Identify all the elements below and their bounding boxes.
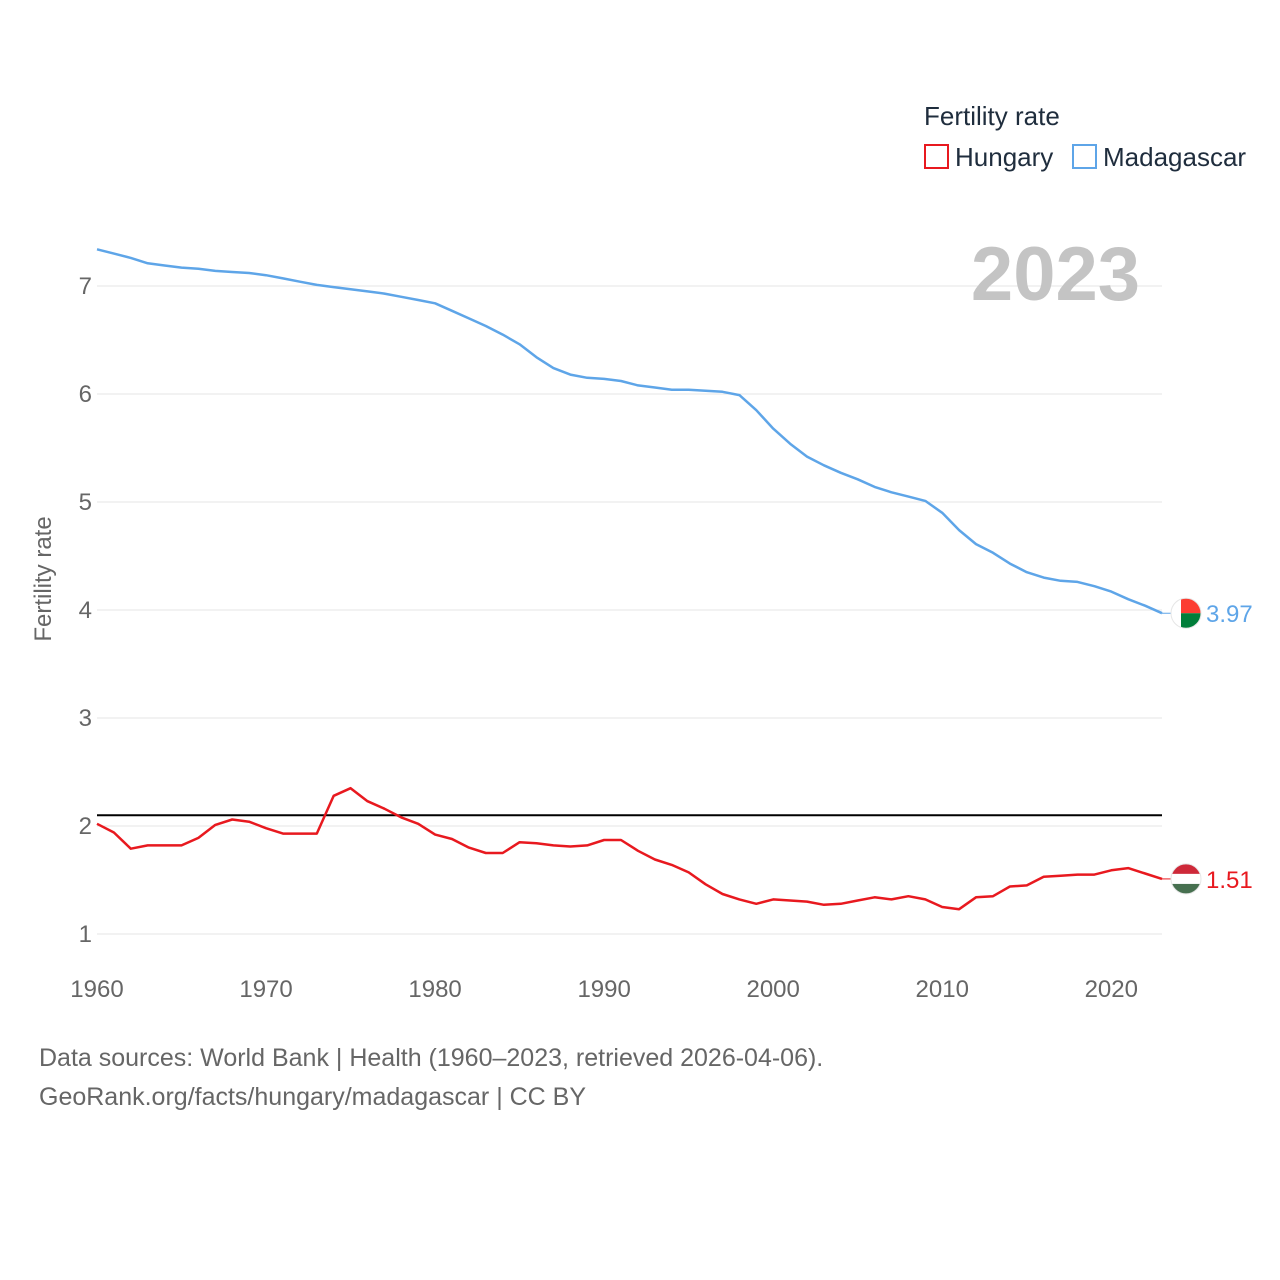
flag-hungary-icon: [1170, 863, 1202, 895]
fertility-chart: 1 2 3 4 5 6 7 1960 1970 1980 1990 2000 2010 2020 1.5…: [30, 101, 1253, 1003]
y-tick-label: 3: [79, 705, 92, 732]
y-axis-title: Fertility rate: [30, 516, 57, 641]
x-tick-label: 1980: [408, 976, 461, 1003]
x-tick-label: 2010: [916, 976, 969, 1003]
year-watermark: 2023: [971, 232, 1140, 317]
y-axis-ticks: 1 2 3 4 5 6 7: [79, 273, 92, 948]
x-tick-label: 1960: [70, 976, 123, 1003]
footer-sources: Data sources: World Bank | Health (1960–…: [39, 1044, 824, 1072]
legend-item-hungary[interactable]: Hungary: [924, 142, 1053, 172]
footer-attribution: GeoRank.org/facts/hungary/madagascar | C…: [39, 1083, 587, 1111]
y-tick-label: 4: [79, 597, 92, 624]
series-line-madagascar[interactable]: [96, 248, 1163, 615]
x-axis-ticks: 1960 1970 1980 1990 2000 2010 2020: [70, 976, 1138, 1003]
x-tick-label: 2000: [746, 976, 799, 1003]
legend-swatch-hungary: [924, 144, 949, 169]
legend-label-madagascar: Madagascar: [1103, 142, 1246, 172]
legend-title: Fertility rate: [924, 101, 1060, 131]
legend: Fertility rate Hungary Madagascar: [924, 101, 1246, 172]
x-tick-label: 2020: [1085, 976, 1138, 1003]
legend-label-hungary: Hungary: [955, 142, 1053, 172]
x-tick-label: 1990: [577, 976, 630, 1003]
end-label-madagascar: 3.97: [1206, 601, 1253, 628]
y-tick-label: 1: [79, 921, 92, 948]
y-tick-label: 2: [79, 813, 92, 840]
y-tick-label: 6: [79, 381, 92, 408]
y-tick-label: 7: [79, 273, 92, 300]
flag-madagascar-icon: [1170, 597, 1202, 629]
legend-swatch-madagascar: [1072, 144, 1097, 169]
x-tick-label: 1970: [239, 976, 292, 1003]
legend-item-madagascar[interactable]: Madagascar: [1072, 142, 1246, 172]
gridlines: [97, 285, 1162, 935]
series-lines: [96, 248, 1163, 911]
series-line-hungary[interactable]: [96, 786, 1163, 911]
end-label-hungary: 1.51: [1206, 867, 1253, 894]
y-tick-label: 5: [79, 489, 92, 516]
series-end-markers: 1.51 3.97: [1162, 597, 1253, 895]
